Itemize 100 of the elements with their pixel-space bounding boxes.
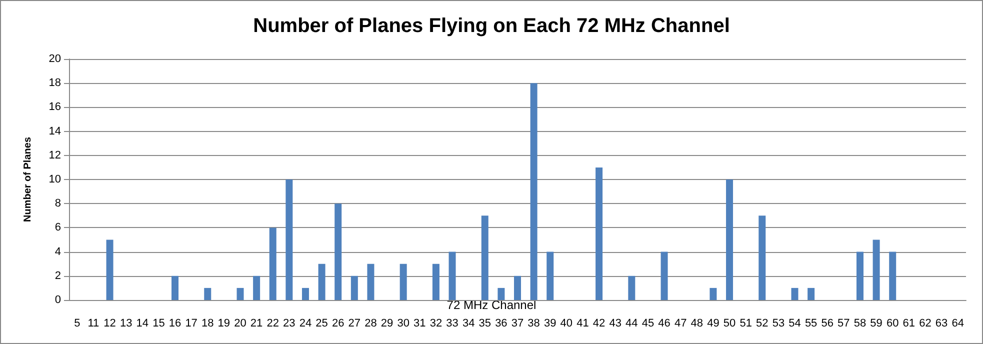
y-tick-label: 2 — [54, 270, 61, 282]
bar — [726, 180, 734, 300]
x-tick-label: 46 — [658, 318, 670, 330]
x-tick-label: 37 — [511, 318, 524, 330]
y-tick-label: 4 — [54, 246, 61, 258]
x-tick-label: 62 — [919, 318, 932, 330]
bar — [856, 252, 864, 300]
x-tick-label: 53 — [772, 318, 785, 330]
bar — [660, 252, 668, 300]
x-tick-label: 47 — [674, 318, 687, 330]
x-tick-label: 19 — [218, 318, 230, 330]
y-axis-title: Number of Planes — [22, 136, 34, 222]
x-tick-label: 31 — [414, 318, 426, 330]
x-tick-label: 34 — [462, 318, 475, 330]
x-tick-label: 23 — [283, 318, 296, 330]
bar — [253, 276, 260, 300]
x-tick-label: 26 — [332, 318, 344, 330]
x-tick-label: 43 — [609, 318, 622, 330]
bar — [628, 276, 636, 300]
bar — [808, 288, 815, 300]
bar — [204, 288, 212, 300]
x-tick-label: 54 — [788, 318, 801, 330]
bar — [498, 288, 505, 300]
y-tick-label: 8 — [54, 198, 61, 210]
x-tick-label: 64 — [952, 318, 964, 330]
x-tick-label: 22 — [266, 318, 279, 330]
x-axis-title: 72 MHz Channel — [446, 298, 536, 312]
bar — [758, 216, 766, 300]
bar — [514, 276, 521, 300]
x-tick-label: 60 — [886, 318, 899, 330]
y-tick-label: 14 — [48, 125, 61, 138]
y-tick-label: 10 — [48, 174, 61, 186]
bar — [889, 252, 896, 300]
x-tick-label: 38 — [528, 318, 540, 330]
y-tick-label: 6 — [54, 222, 61, 234]
x-tick-label: 25 — [316, 318, 328, 330]
bar — [334, 204, 342, 300]
bar — [448, 252, 456, 300]
x-tick-label: 14 — [136, 318, 149, 330]
x-tick-label: 28 — [364, 318, 377, 330]
bar — [710, 288, 717, 300]
x-tick-label: 41 — [576, 318, 589, 330]
x-tick-label: 58 — [854, 318, 866, 330]
x-tick-label: 59 — [870, 318, 882, 330]
x-tick-label: 27 — [348, 318, 361, 330]
bar — [106, 240, 114, 300]
bar — [269, 228, 276, 300]
x-tick-label: 33 — [446, 318, 458, 330]
x-tick-label: 63 — [935, 318, 948, 330]
x-tick-label: 17 — [185, 318, 198, 330]
x-tick-label: 56 — [821, 318, 834, 330]
y-tick-label: 16 — [48, 101, 61, 114]
x-tick-label: 44 — [626, 318, 638, 330]
x-tick-label: 36 — [495, 318, 508, 330]
bar — [172, 276, 179, 300]
x-tick-label: 5 — [74, 318, 80, 330]
x-tick-label: 52 — [756, 318, 768, 330]
x-tick-label: 39 — [544, 318, 556, 330]
bar — [318, 264, 326, 300]
x-tick-label: 50 — [723, 318, 736, 330]
bar — [791, 288, 798, 300]
bar — [236, 288, 244, 300]
x-tick-label: 61 — [902, 318, 916, 330]
x-tick-label: 15 — [152, 318, 165, 330]
chart-title: Number of Planes Flying on Each 72 MHz Channel — [253, 15, 730, 37]
x-tick-label: 45 — [642, 318, 654, 330]
x-tick-label: 32 — [430, 318, 442, 330]
x-tick-label: 49 — [707, 318, 720, 330]
y-tick-label: 0 — [54, 294, 61, 306]
x-tick-label: 51 — [740, 318, 752, 330]
bar — [432, 264, 440, 300]
x-tick-label: 40 — [560, 318, 573, 330]
x-tick-label: 18 — [202, 318, 214, 330]
x-tick-label: 35 — [478, 318, 492, 330]
bar — [596, 167, 603, 300]
bar — [546, 252, 554, 300]
x-tick-label: 13 — [120, 318, 132, 330]
bar — [481, 216, 488, 300]
x-tick-label: 24 — [299, 318, 312, 330]
bar — [286, 180, 293, 300]
bar — [367, 264, 374, 300]
bar — [350, 276, 358, 300]
x-tick-label: 16 — [168, 318, 182, 330]
bar — [530, 83, 538, 300]
x-tick-label: 21 — [250, 318, 263, 330]
bar — [872, 240, 880, 300]
x-tick-label: 42 — [592, 318, 606, 330]
y-tick-label: 18 — [48, 77, 61, 90]
x-tick-label: 12 — [104, 318, 116, 330]
x-tick-label: 29 — [380, 318, 394, 330]
x-tick-label: 30 — [397, 318, 410, 330]
x-tick-label: 55 — [804, 318, 818, 330]
bar — [302, 288, 309, 300]
bar — [400, 264, 407, 300]
y-tick-label: 12 — [48, 149, 61, 162]
x-tick-label: 48 — [690, 318, 704, 330]
y-tick-label: 20 — [48, 53, 61, 65]
x-tick-label: 11 — [88, 318, 100, 330]
x-tick-label: 57 — [838, 318, 850, 330]
x-tick-label: 20 — [234, 318, 246, 330]
